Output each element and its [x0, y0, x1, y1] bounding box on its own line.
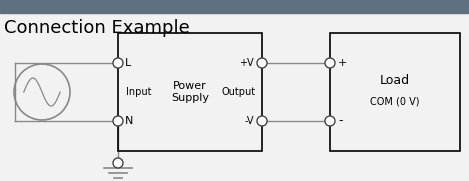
- Text: -: -: [338, 115, 342, 127]
- Circle shape: [257, 116, 267, 126]
- Text: +V: +V: [239, 58, 254, 68]
- Circle shape: [325, 58, 335, 68]
- Text: Load: Load: [380, 73, 410, 87]
- Circle shape: [113, 116, 123, 126]
- Bar: [330, 33, 460, 151]
- Text: Output: Output: [222, 87, 256, 97]
- Text: Input: Input: [126, 87, 151, 97]
- Text: Power
Supply: Power Supply: [171, 81, 209, 103]
- Bar: [118, 33, 262, 151]
- Circle shape: [257, 58, 267, 68]
- Bar: [0, 0, 469, 13]
- Circle shape: [113, 58, 123, 68]
- Circle shape: [113, 158, 123, 168]
- Text: Connection Example: Connection Example: [4, 19, 190, 37]
- Text: L: L: [125, 58, 131, 68]
- Text: N: N: [125, 116, 133, 126]
- Text: -V: -V: [244, 116, 254, 126]
- Text: +: +: [338, 58, 348, 68]
- Text: COM (0 V): COM (0 V): [370, 97, 420, 107]
- Circle shape: [325, 116, 335, 126]
